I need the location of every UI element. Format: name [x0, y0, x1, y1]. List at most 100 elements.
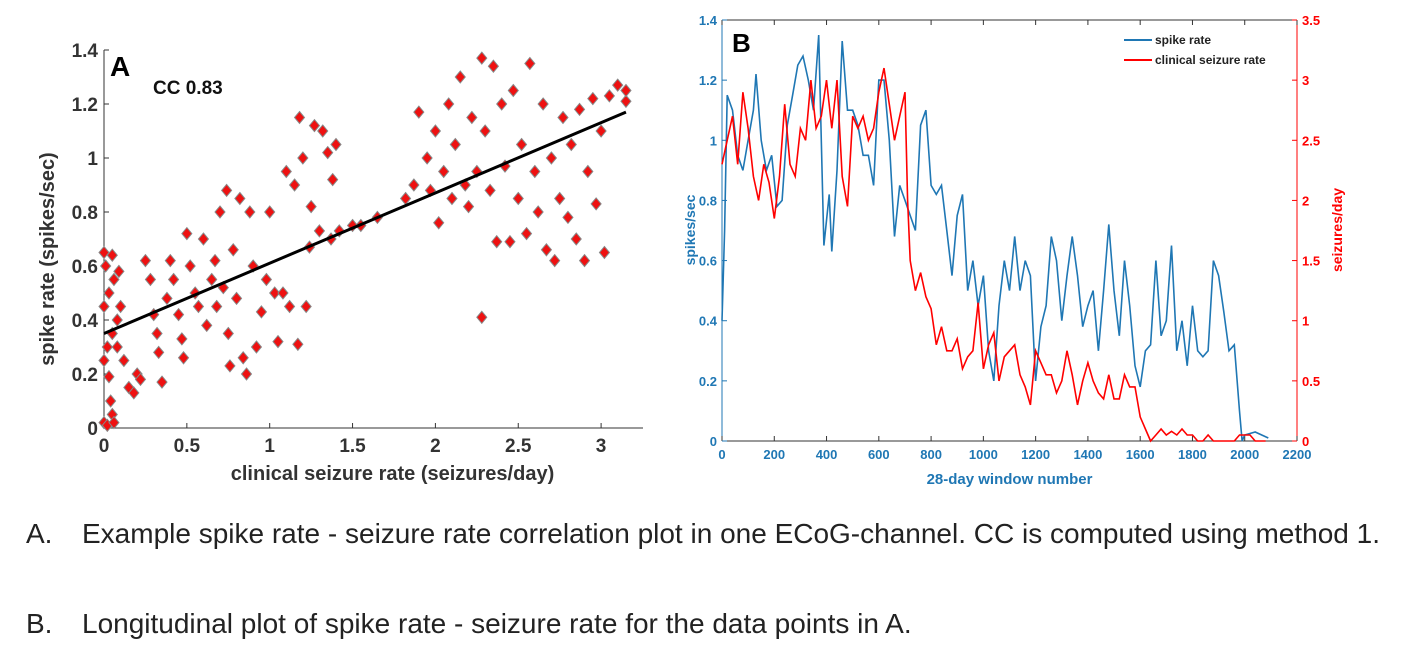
y-tick-label: 0 [87, 419, 98, 440]
scatter-point [103, 369, 115, 384]
scatter-point [230, 291, 243, 306]
scatter-point [433, 216, 445, 230]
x-axis-label: clinical seizure rate (seizures/day) [231, 463, 555, 485]
scatter-point [255, 305, 268, 319]
left-y-tick-label: 0.6 [699, 254, 717, 269]
left-y-tick-label: 0.4 [699, 314, 718, 329]
left-y-tick-label: 0.2 [699, 374, 717, 389]
scatter-point [98, 353, 110, 368]
y-axis-label: spike rate (spikes/sec) [37, 152, 59, 365]
scatter-point [172, 307, 185, 322]
scatter-point [292, 337, 304, 352]
caption-b-text: Longitudinal plot of spike rate - seizur… [82, 608, 912, 639]
y-tick-label: 1 [87, 149, 98, 170]
scatter-point [590, 197, 602, 211]
scatter-point [297, 151, 309, 165]
x-tick-label: 1000 [969, 447, 998, 462]
scatter-point [224, 359, 236, 373]
x-tick-label: 2 [430, 436, 441, 457]
scatter-point [313, 224, 326, 238]
fit-line [103, 110, 627, 335]
scatter-point [322, 145, 334, 160]
scatter-point [595, 124, 607, 138]
caption-a-text: Example spike rate - seizure rate correl… [82, 518, 1380, 549]
scatter-point [300, 299, 312, 314]
left-y-axis-label: spikes/sec [682, 194, 698, 265]
caption-b: B. Longitudinal plot of spike rate - seiz… [26, 606, 1412, 642]
scatter-point [104, 394, 117, 408]
right-y-tick-label: 2 [1302, 193, 1309, 208]
caption-b-label: B. [26, 608, 53, 639]
scatter-point [101, 340, 113, 354]
scatter-point [164, 253, 176, 268]
scatter-point [293, 110, 306, 125]
scatter-point [317, 124, 329, 138]
scatter-point [153, 345, 165, 360]
right-y-tick-label: 3.5 [1302, 13, 1320, 28]
scatter-point [487, 59, 500, 73]
x-tick-label: 0.5 [174, 436, 201, 457]
scatter-point [421, 151, 433, 165]
scatter-point [507, 83, 519, 98]
scatter-point [466, 110, 478, 125]
scatter-point [305, 199, 317, 214]
scatter-point [515, 137, 528, 152]
scatter-point [240, 367, 253, 381]
scatter-point [176, 332, 188, 346]
scatter-point [177, 351, 190, 365]
scatter-point [288, 178, 301, 192]
scatter-point [429, 124, 442, 138]
scatter-plot-a: 0 0.5 1 1.5 2 2.5 3 0 0.2 0.4 0.6 0.8 1 1.2 1.4 clinica… [37, 41, 643, 485]
scatter-point [211, 299, 223, 314]
right-y-tick-label: 1.5 [1302, 254, 1320, 269]
scatter-point [237, 351, 249, 365]
scatter-point [98, 299, 110, 314]
scatter-point [557, 110, 569, 125]
scatter-point [491, 234, 503, 249]
x-tick-label: 400 [816, 447, 838, 462]
scatter-point [545, 151, 558, 165]
right-y-tick-label: 3 [1302, 73, 1309, 88]
scatter-point [578, 253, 591, 268]
line-plot-b: 0 200 400 600 800 1000 1200 1400 1600 1800 2000 220… [682, 13, 1345, 488]
scatter-point [272, 334, 284, 349]
scatter-point [197, 232, 210, 246]
scatter-point [308, 118, 321, 133]
scatter-point [280, 164, 292, 179]
scatter-point [100, 259, 112, 273]
scatter-point [554, 191, 566, 206]
scatter-point [184, 259, 196, 273]
x-tick-label: 3 [596, 436, 607, 457]
scatter-point [476, 51, 488, 65]
x-tick-label: 200 [763, 447, 785, 462]
scatter-point [454, 70, 466, 84]
scatter-point [476, 310, 488, 325]
x-tick-label: 1400 [1073, 447, 1102, 462]
x-tick-label: 800 [920, 447, 942, 462]
scatter-point [244, 205, 256, 219]
scatter-point [108, 272, 120, 287]
x-tick-label: 600 [868, 447, 890, 462]
scatter-point [269, 286, 281, 300]
x-tick-label: 0 [718, 447, 725, 462]
scatter-point [227, 243, 239, 257]
scatter-point [413, 105, 425, 119]
scatter-point [540, 243, 553, 257]
x-axis-label: 28-day window number [927, 471, 1093, 488]
caption-a: A. Example spike rate - seizure rate corr… [26, 516, 1412, 552]
scatter-point [222, 326, 234, 341]
scatter-point [479, 124, 491, 138]
scatter-point [562, 210, 574, 225]
scatter-point [408, 178, 420, 192]
scatter-point [128, 386, 140, 400]
scatter-point [151, 326, 163, 341]
scatter-point [250, 340, 263, 354]
legend-label: spike rate [1155, 33, 1211, 47]
scatter-point [234, 191, 246, 206]
left-y-tick-label: 1 [710, 133, 717, 148]
scatter-point [260, 272, 273, 287]
scatter-point [449, 137, 461, 152]
right-y-tick-label: 1 [1302, 314, 1309, 329]
left-y-tick-label: 1.4 [699, 13, 718, 28]
scatter-point [220, 183, 233, 198]
